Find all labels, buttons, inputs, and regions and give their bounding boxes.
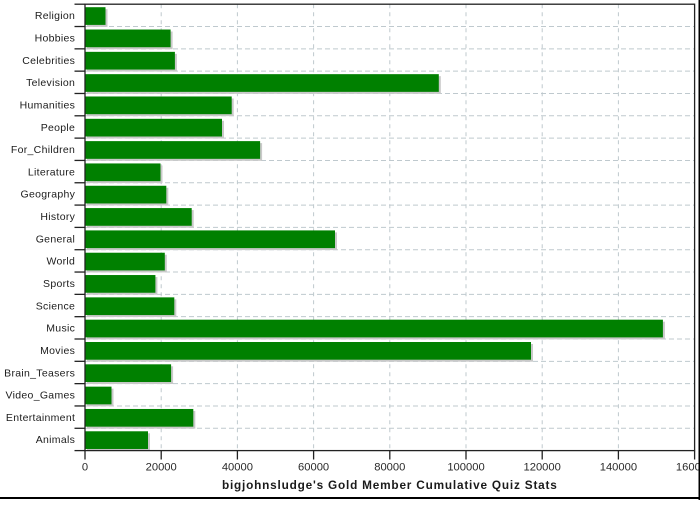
svg-text:160000: 160000 bbox=[676, 461, 700, 473]
svg-text:For_Children: For_Children bbox=[11, 144, 75, 156]
svg-text:Entertainment: Entertainment bbox=[6, 412, 75, 424]
svg-text:Music: Music bbox=[46, 323, 75, 335]
svg-text:0: 0 bbox=[82, 461, 88, 473]
svg-text:100000: 100000 bbox=[447, 461, 484, 473]
svg-text:140000: 140000 bbox=[600, 461, 637, 473]
svg-text:80000: 80000 bbox=[374, 461, 405, 473]
svg-text:History: History bbox=[40, 211, 75, 223]
svg-text:40000: 40000 bbox=[222, 461, 253, 473]
svg-text:Geography: Geography bbox=[21, 189, 76, 201]
svg-text:Celebrities: Celebrities bbox=[22, 55, 75, 67]
svg-text:People: People bbox=[41, 122, 76, 134]
svg-text:World: World bbox=[46, 256, 75, 268]
svg-text:20000: 20000 bbox=[146, 461, 177, 473]
svg-text:Movies: Movies bbox=[40, 345, 75, 357]
svg-text:120000: 120000 bbox=[524, 461, 561, 473]
svg-text:Religion: Religion bbox=[35, 10, 75, 22]
svg-text:Hobbies: Hobbies bbox=[35, 32, 76, 44]
svg-text:Video_Games: Video_Games bbox=[6, 390, 76, 402]
svg-text:Animals: Animals bbox=[36, 434, 75, 446]
svg-text:bigjohnsludge's Gold Member Cu: bigjohnsludge's Gold Member Cumulative Q… bbox=[222, 478, 558, 492]
svg-text:General: General bbox=[36, 233, 75, 245]
svg-text:Humanities: Humanities bbox=[20, 99, 76, 111]
svg-text:Sports: Sports bbox=[43, 278, 75, 290]
svg-text:Literature: Literature bbox=[28, 166, 75, 178]
svg-text:60000: 60000 bbox=[298, 461, 329, 473]
svg-text:Science: Science bbox=[36, 300, 75, 312]
svg-text:Brain_Teasers: Brain_Teasers bbox=[4, 367, 75, 379]
svg-text:Television: Television bbox=[26, 77, 75, 89]
